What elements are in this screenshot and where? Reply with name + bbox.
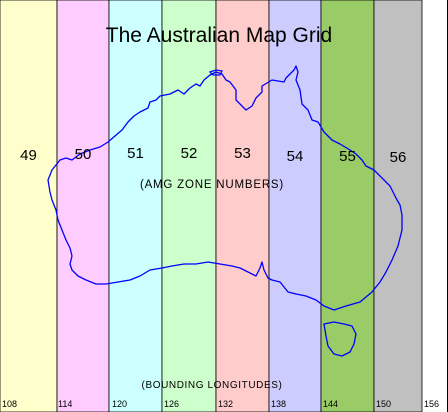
zone-band-49 [0, 0, 58, 412]
melville-island-coastline [208, 69, 223, 76]
zone-number-51: 51 [127, 145, 144, 162]
zone-band-54 [268, 0, 322, 412]
zone-band-51 [108, 0, 163, 412]
zone-band-52 [161, 0, 217, 412]
zone-band-55 [320, 0, 375, 412]
longitude-label-144: 144 [323, 399, 338, 409]
longitude-label-156: 156 [424, 399, 439, 409]
longitude-label-150: 150 [376, 399, 391, 409]
mainland-coastline [47, 65, 403, 311]
zone-numbers-subtitle: (AMG ZONE NUMBERS) [140, 179, 284, 191]
longitude-label-126: 126 [164, 399, 179, 409]
longitudes-caption: (BOUNDING LONGITUDES) [142, 380, 283, 391]
longitude-labels: 108 114 120 126 132 138 144 150 156 [2, 399, 439, 409]
tasmania-coastline [323, 321, 357, 357]
longitude-label-120: 120 [112, 399, 127, 409]
longitude-label-132: 132 [218, 399, 233, 409]
zone-number-55: 55 [339, 148, 356, 165]
zone-number-54: 54 [287, 148, 304, 165]
zone-number-49: 49 [20, 147, 37, 164]
zone-number-52: 52 [181, 145, 198, 162]
zone-number-56: 56 [390, 149, 407, 166]
longitude-label-108: 108 [2, 399, 17, 409]
zone-number-50: 50 [75, 146, 92, 163]
map-title: The Australian Map Grid [106, 24, 332, 47]
zone-band-56 [373, 0, 423, 412]
longitude-label-114: 114 [58, 399, 72, 409]
longitude-label-138: 138 [271, 399, 286, 409]
zone-band-53 [215, 0, 270, 412]
zone-number-labels: 49 50 51 52 53 54 55 56 [20, 145, 406, 166]
zone-band-50 [56, 0, 110, 412]
zone-number-53: 53 [234, 145, 251, 162]
